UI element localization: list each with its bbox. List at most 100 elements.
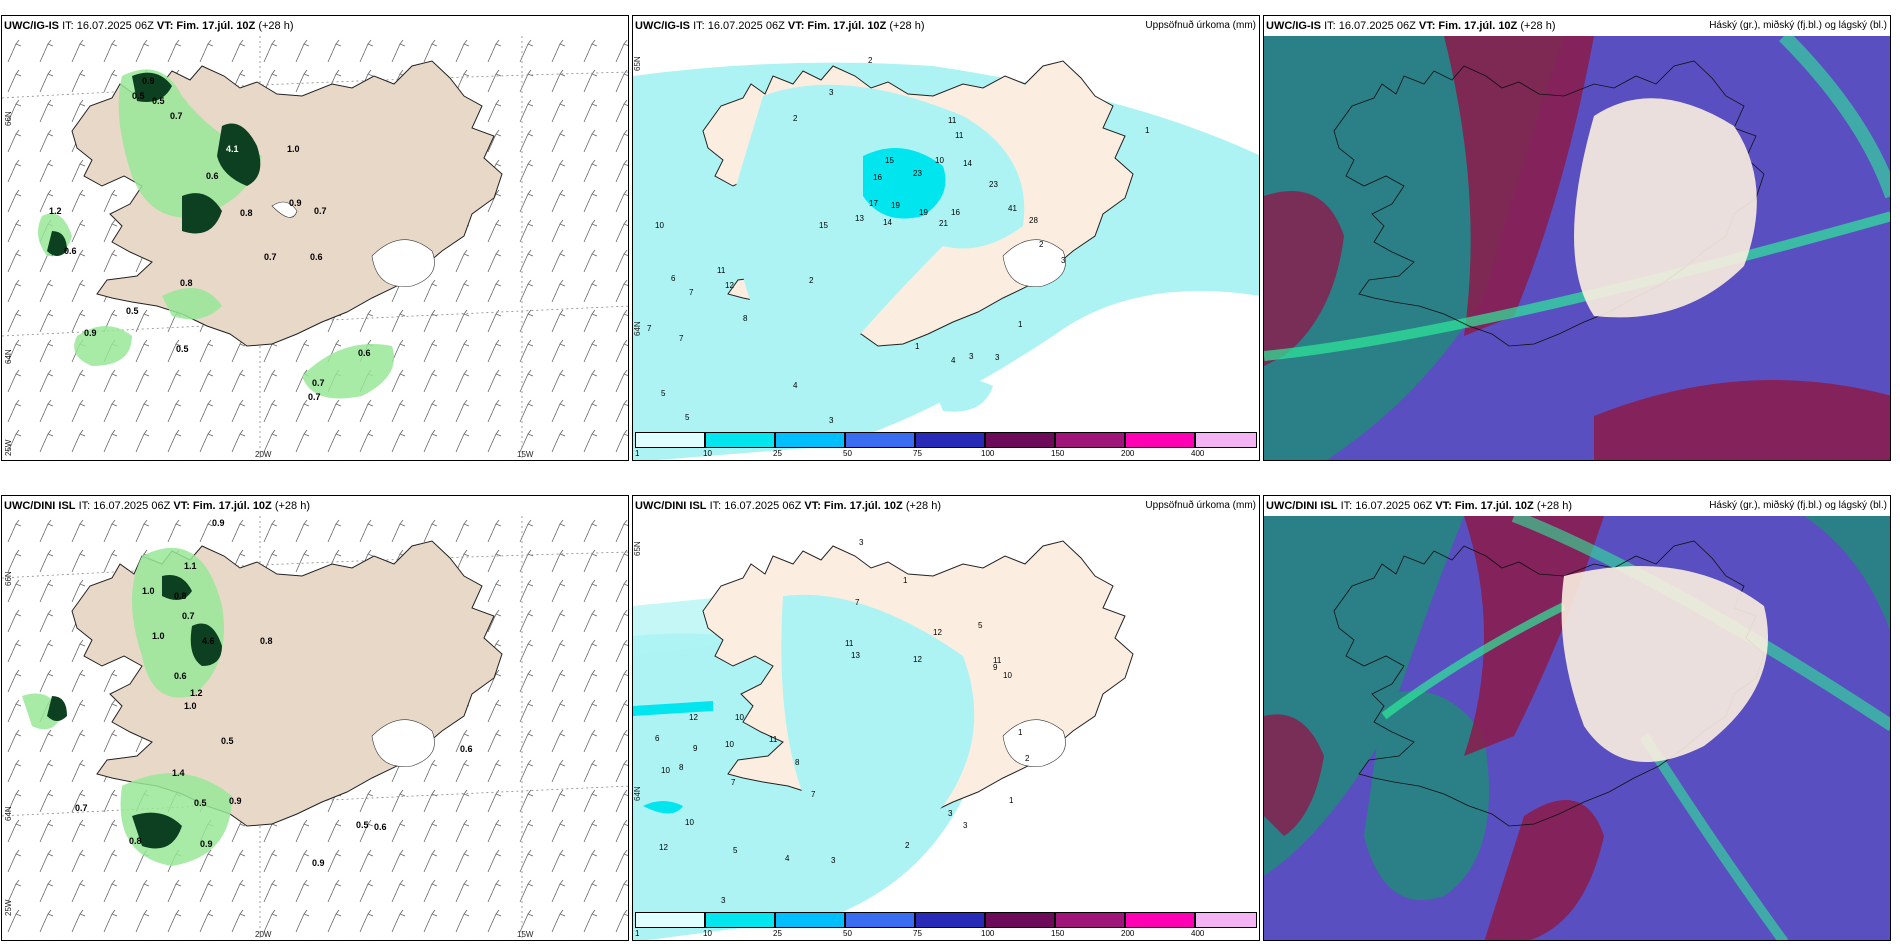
precip-colorbar: 1 10 25 50 75 100 150 200 400	[635, 912, 1257, 938]
lon-label: 20W	[255, 450, 272, 459]
precip-value: 0.7	[314, 206, 327, 216]
precip-value: 10	[1003, 671, 1012, 680]
lon-label: 25W	[4, 899, 13, 916]
precip-value: 8	[795, 758, 800, 767]
precip-value: 11	[845, 639, 854, 648]
precip-value: 5	[978, 621, 983, 630]
map-panel-dini-precip: UWC/DINI ISL IT: 16.07.2025 06Z VT: Fim.…	[632, 495, 1260, 941]
colorbar-label: 50	[843, 449, 852, 458]
colorbar-swatch	[915, 912, 985, 928]
precip-value: 7	[647, 324, 652, 333]
precip-value: 10	[685, 818, 694, 827]
precip-value: 0.6	[64, 246, 77, 256]
colorbar-swatch	[1055, 432, 1125, 448]
precip-value: 0.5	[356, 820, 369, 830]
colorbar-label: 25	[773, 929, 782, 938]
precip-value: 1	[1145, 126, 1150, 135]
precip-value: 0.6	[174, 671, 187, 681]
map-panel-dini-wind: UWC/DINI ISL IT: 16.07.2025 06Z VT: Fim.…	[1, 495, 629, 941]
precip-value: 16	[951, 208, 960, 217]
lon-label: 25W	[4, 439, 13, 456]
colorbar-label: 100	[981, 929, 995, 938]
colorbar-label: 50	[843, 929, 852, 938]
precip-value: 0.9	[142, 76, 155, 86]
map-panel-dini-clouds: UWC/DINI ISL IT: 16.07.2025 06Z VT: Fim.…	[1263, 495, 1891, 941]
precip-value: 1	[915, 342, 920, 351]
cloud-map	[1264, 516, 1890, 940]
precip-value: 10	[661, 766, 670, 775]
precip-value: 13	[855, 214, 864, 223]
precip-value: 3	[995, 353, 1000, 362]
precip-value: 3	[969, 352, 974, 361]
precip-value: 2	[1025, 754, 1030, 763]
precip-value: 7	[855, 598, 860, 607]
colorbar-swatch	[1195, 912, 1257, 928]
precip-value: 19	[919, 208, 928, 217]
precip-value: 17	[869, 199, 878, 208]
precip-value: 11	[948, 116, 957, 125]
precip-value: 0.7	[182, 611, 195, 621]
precip-value: 1.0	[142, 586, 155, 596]
precip-value: 0.9	[312, 858, 325, 868]
lat-label: 64N	[633, 321, 642, 336]
precip-value: 12	[725, 281, 734, 290]
precip-value: 2	[868, 56, 873, 65]
precip-value: 0.5	[194, 798, 207, 808]
precip-value: 5	[733, 846, 738, 855]
colorbar-label: 10	[703, 929, 712, 938]
precip-value: 7	[731, 778, 736, 787]
precip-value: 5	[685, 413, 690, 422]
map-panel-igis-clouds: UWC/IG-IS IT: 16.07.2025 06Z VT: Fim. 17…	[1263, 15, 1891, 461]
colorbar-label: 150	[1051, 929, 1065, 938]
colorbar-label: 100	[981, 449, 995, 458]
precip-value: 11	[993, 656, 1002, 665]
precip-value: 1	[1018, 320, 1023, 329]
precip-value: 0.9	[200, 839, 213, 849]
lat-label: 66N	[4, 571, 13, 586]
lon-label: 15W	[517, 450, 534, 459]
colorbar-swatch	[775, 912, 845, 928]
precip-value: 5	[661, 389, 666, 398]
precip-value: 28	[1029, 216, 1038, 225]
colorbar-label: 75	[913, 449, 922, 458]
colorbar-label: 75	[913, 929, 922, 938]
precip-value: 6	[655, 734, 660, 743]
precip-value: 0.6	[206, 171, 219, 181]
wind-precip-map	[2, 516, 628, 940]
map-panel-igis-precip: UWC/IG-IS IT: 16.07.2025 06Z VT: Fim. 17…	[632, 15, 1260, 461]
colorbar-swatch	[705, 432, 775, 448]
precip-value: 0.7	[312, 378, 325, 388]
precip-colorbar: 1 10 25 50 75 100 150 200 400	[635, 432, 1257, 458]
colorbar-label: 1	[635, 929, 640, 938]
precip-value: 0.9	[229, 796, 242, 806]
precip-value: 21	[939, 219, 948, 228]
precip-value: 1.2	[49, 206, 62, 216]
colorbar-label: 200	[1121, 449, 1135, 458]
precip-value: 0.6	[374, 822, 387, 832]
precip-value: 8	[743, 314, 748, 323]
precip-value: 0.5	[221, 736, 234, 746]
colorbar-swatch	[1125, 432, 1195, 448]
wind-precip-map	[2, 36, 628, 460]
precip-value: 0.9	[212, 518, 225, 528]
precip-value: 4	[785, 854, 790, 863]
precip-value: 23	[913, 169, 922, 178]
colorbar-label: 10	[703, 449, 712, 458]
precip-value: 3	[829, 416, 834, 425]
precip-value: 1.4	[172, 768, 185, 778]
precip-value: 2	[809, 276, 814, 285]
colorbar-swatch	[985, 432, 1055, 448]
precip-value: 4	[793, 381, 798, 390]
precip-value: 7	[679, 334, 684, 343]
precip-value: 9	[693, 744, 698, 753]
precip-value: 1.0	[184, 701, 197, 711]
colorbar-label: 150	[1051, 449, 1065, 458]
precip-value: 3	[859, 538, 864, 547]
precip-value: 4.6	[202, 636, 215, 646]
precip-value: 12	[933, 628, 942, 637]
lon-label: 15W	[517, 930, 534, 939]
lat-label: 65N	[633, 541, 642, 556]
lat-label: 65N	[633, 56, 642, 71]
lat-label: 64N	[4, 806, 13, 821]
panel-header: UWC/IG-IS IT: 16.07.2025 06Z VT: Fim. 17…	[2, 16, 628, 36]
